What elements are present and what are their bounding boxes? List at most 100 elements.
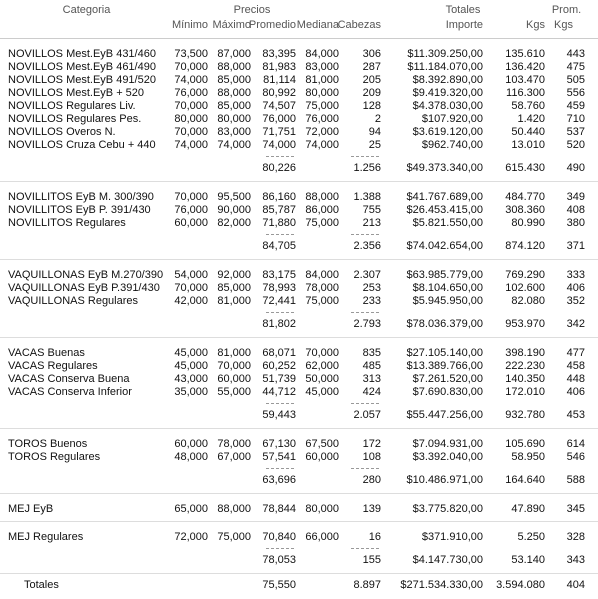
totals-value: 404 [566,579,585,591]
cell-value: $3.775.820,00 [412,503,483,515]
subtotal-value: $78.036.379,00 [406,318,483,330]
cell-value: 70,000 [174,100,208,112]
cell-value: 209 [362,87,381,99]
cell-value: 213 [362,217,381,229]
data-row: NOVILLOS Mest.EyB 461/490 70,000 88,000 81,… [0,61,598,74]
cell-value: 76,000 [174,87,208,99]
cell-value: 65,000 [174,503,208,515]
cell-value: 88,000 [217,87,251,99]
cell-value: $8.104.650,00 [412,282,483,294]
data-row: VACAS Conserva Buena 43,000 60,000 51,739 50… [0,373,598,386]
cell-value: 74,507 [262,100,296,112]
totals-value: $271.534.330,00 [400,579,483,591]
cell-value: 80,992 [262,87,296,99]
cell-value: 313 [362,373,381,385]
separator [0,493,598,494]
subtotal-value: 84,705 [262,240,296,252]
cell-value: 116.300 [506,87,545,99]
column-header: Máximo [212,19,251,31]
separator [0,181,598,182]
subtotal-value: 453 [566,409,585,421]
cell-value: 78,993 [262,282,296,294]
header-label: Prom. [551,4,582,16]
cell-value: 90,000 [217,204,251,216]
cell-value: 60,252 [262,360,296,372]
category-name: VAQUILLONAS EyB M.270/390 [8,269,164,281]
category-name: VACAS Buenas [8,347,85,359]
cell-value: 306 [362,48,381,60]
cell-value: 60,000 [174,438,208,450]
data-row: VACAS Regulares 45,000 70,000 60,252 62,000 4… [0,360,598,373]
cell-value: 74,000 [174,139,208,151]
cell-value: $41.767.689,00 [406,191,483,203]
cell-value: 408 [566,204,585,216]
cell-value: 95,500 [217,191,251,203]
cell-value: 537 [566,126,585,138]
cell-value: 83,395 [262,48,296,60]
cell-value: 105.690 [505,438,545,450]
subtotal-value: $55.447.256,00 [406,409,483,421]
cell-value: 67,130 [262,438,296,450]
cell-value: $962.740,00 [421,139,483,151]
row-group: VAQUILLONAS EyB M.270/390 54,000 92,000 83,… [0,260,598,337]
cell-value: $4.378.030,00 [412,100,483,112]
cell-value: 76,000 [262,113,296,125]
cell-value: 308.360 [505,204,545,216]
cell-value: 80,000 [305,87,339,99]
header-label: Totales [445,4,481,16]
category-name: NOVILLITOS EyB M. 300/390 [8,191,154,203]
cell-value: 233 [362,295,381,307]
totals-value: 75,550 [262,579,296,591]
subtotal-row: 78,053 155 $4.147.730,00 53.140 343 [0,554,598,568]
cell-value: 835 [362,347,381,359]
cell-value: $27.105.140,00 [406,347,483,359]
cell-value: 1.388 [353,191,381,203]
cell-value: 172.010 [505,386,545,398]
cell-value: 614 [566,438,585,450]
totals-value: 8.897 [353,579,381,591]
dash-rule [351,548,379,549]
category-name: VACAS Conserva Buena [8,373,130,385]
cell-value: 520 [566,139,585,151]
cell-value: 80.990 [511,217,545,229]
cell-value: 74,000 [174,74,208,86]
cell-value: $11.309.250,00 [407,48,483,60]
cell-value: 85,000 [217,100,251,112]
cell-value: 50.440 [511,126,545,138]
cell-value: 44,712 [262,386,296,398]
dash-row [0,308,598,318]
data-row: TOROS Regulares 48,000 67,000 57,541 60,000 1… [0,451,598,464]
cell-value: $7.094.931,00 [412,438,483,450]
data-row: VAQUILLONAS Regulares 42,000 81,000 72,441 7… [0,295,598,308]
subtotal-row: 81,802 2.793 $78.036.379,00 953.970 342 [0,318,598,332]
cell-value: 67,000 [217,451,251,463]
cell-value: 68,071 [262,347,296,359]
cell-value: 48,000 [174,451,208,463]
subtotal-value: 953.970 [505,318,545,330]
cell-value: 84,000 [305,269,339,281]
category-name: NOVILLITOS Regulares [8,217,126,229]
cell-value: 83,000 [217,126,251,138]
category-name: NOVILLOS Mest.EyB 491/520 [8,74,156,86]
category-name: VACAS Conserva Inferior [8,386,132,398]
cell-value: 60,000 [305,451,339,463]
dash-rule [266,156,294,157]
cell-value: 424 [362,386,381,398]
data-row: NOVILLITOS Regulares 60,000 82,000 71,880 75… [0,217,598,230]
subtotal-value: 1.256 [353,162,381,174]
category-name: MEJ EyB [8,503,54,515]
cell-value: $371.910,00 [421,531,483,543]
cell-value: 54,000 [174,269,208,281]
cell-value: 45,000 [305,386,339,398]
subtotal-value: 59,443 [262,409,296,421]
cell-value: $13.389.766,00 [406,360,483,372]
dash-rule [266,403,294,404]
cell-value: 83,000 [305,61,339,73]
cell-value: 2 [374,113,381,125]
cell-value: 75,000 [305,295,339,307]
cell-value: $7.690.830,00 [412,386,483,398]
dash-row [0,464,598,474]
cell-value: 75,000 [217,531,251,543]
cell-value: $3.392.040,00 [412,451,483,463]
